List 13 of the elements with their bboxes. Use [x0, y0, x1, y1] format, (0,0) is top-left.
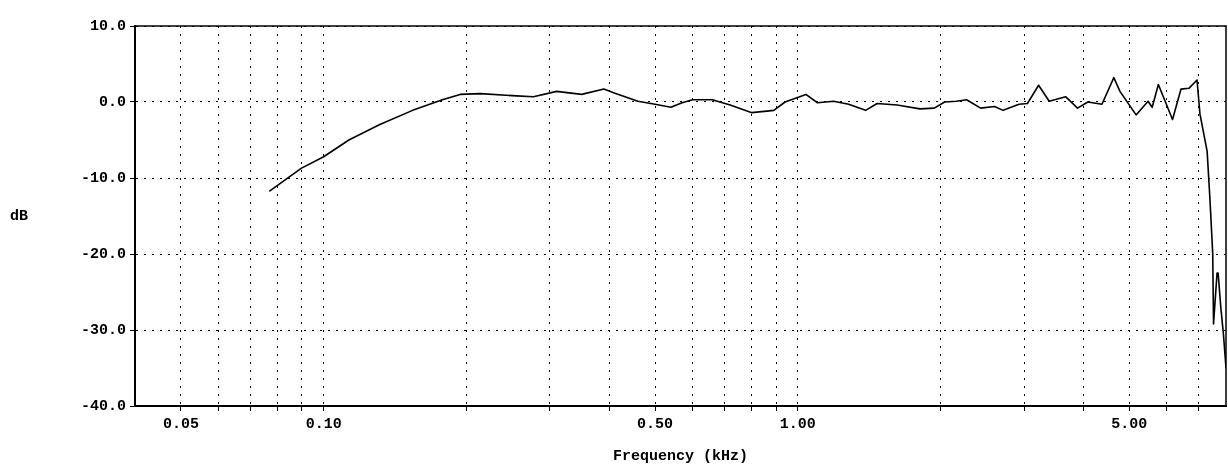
- x-axis-title: Frequency (kHz): [612, 447, 749, 465]
- x-tick-label: 1.00: [779, 415, 816, 433]
- y-tick-label: -30.0: [80, 321, 126, 339]
- y-tick-label: -20.0: [80, 245, 126, 263]
- x-tick-label: 0.50: [637, 415, 674, 433]
- y-tick-label: -40.0: [80, 397, 126, 415]
- y-tick-label: 0.0: [98, 93, 126, 111]
- y-axis-title: dB: [10, 207, 29, 225]
- x-tick-label: 5.00: [1111, 415, 1148, 433]
- x-tick-label: 0.05: [162, 415, 199, 433]
- x-tick-label: 0.10: [305, 415, 342, 433]
- y-tick-label: -10.0: [80, 169, 126, 187]
- y-tick-label: 10.0: [89, 17, 126, 35]
